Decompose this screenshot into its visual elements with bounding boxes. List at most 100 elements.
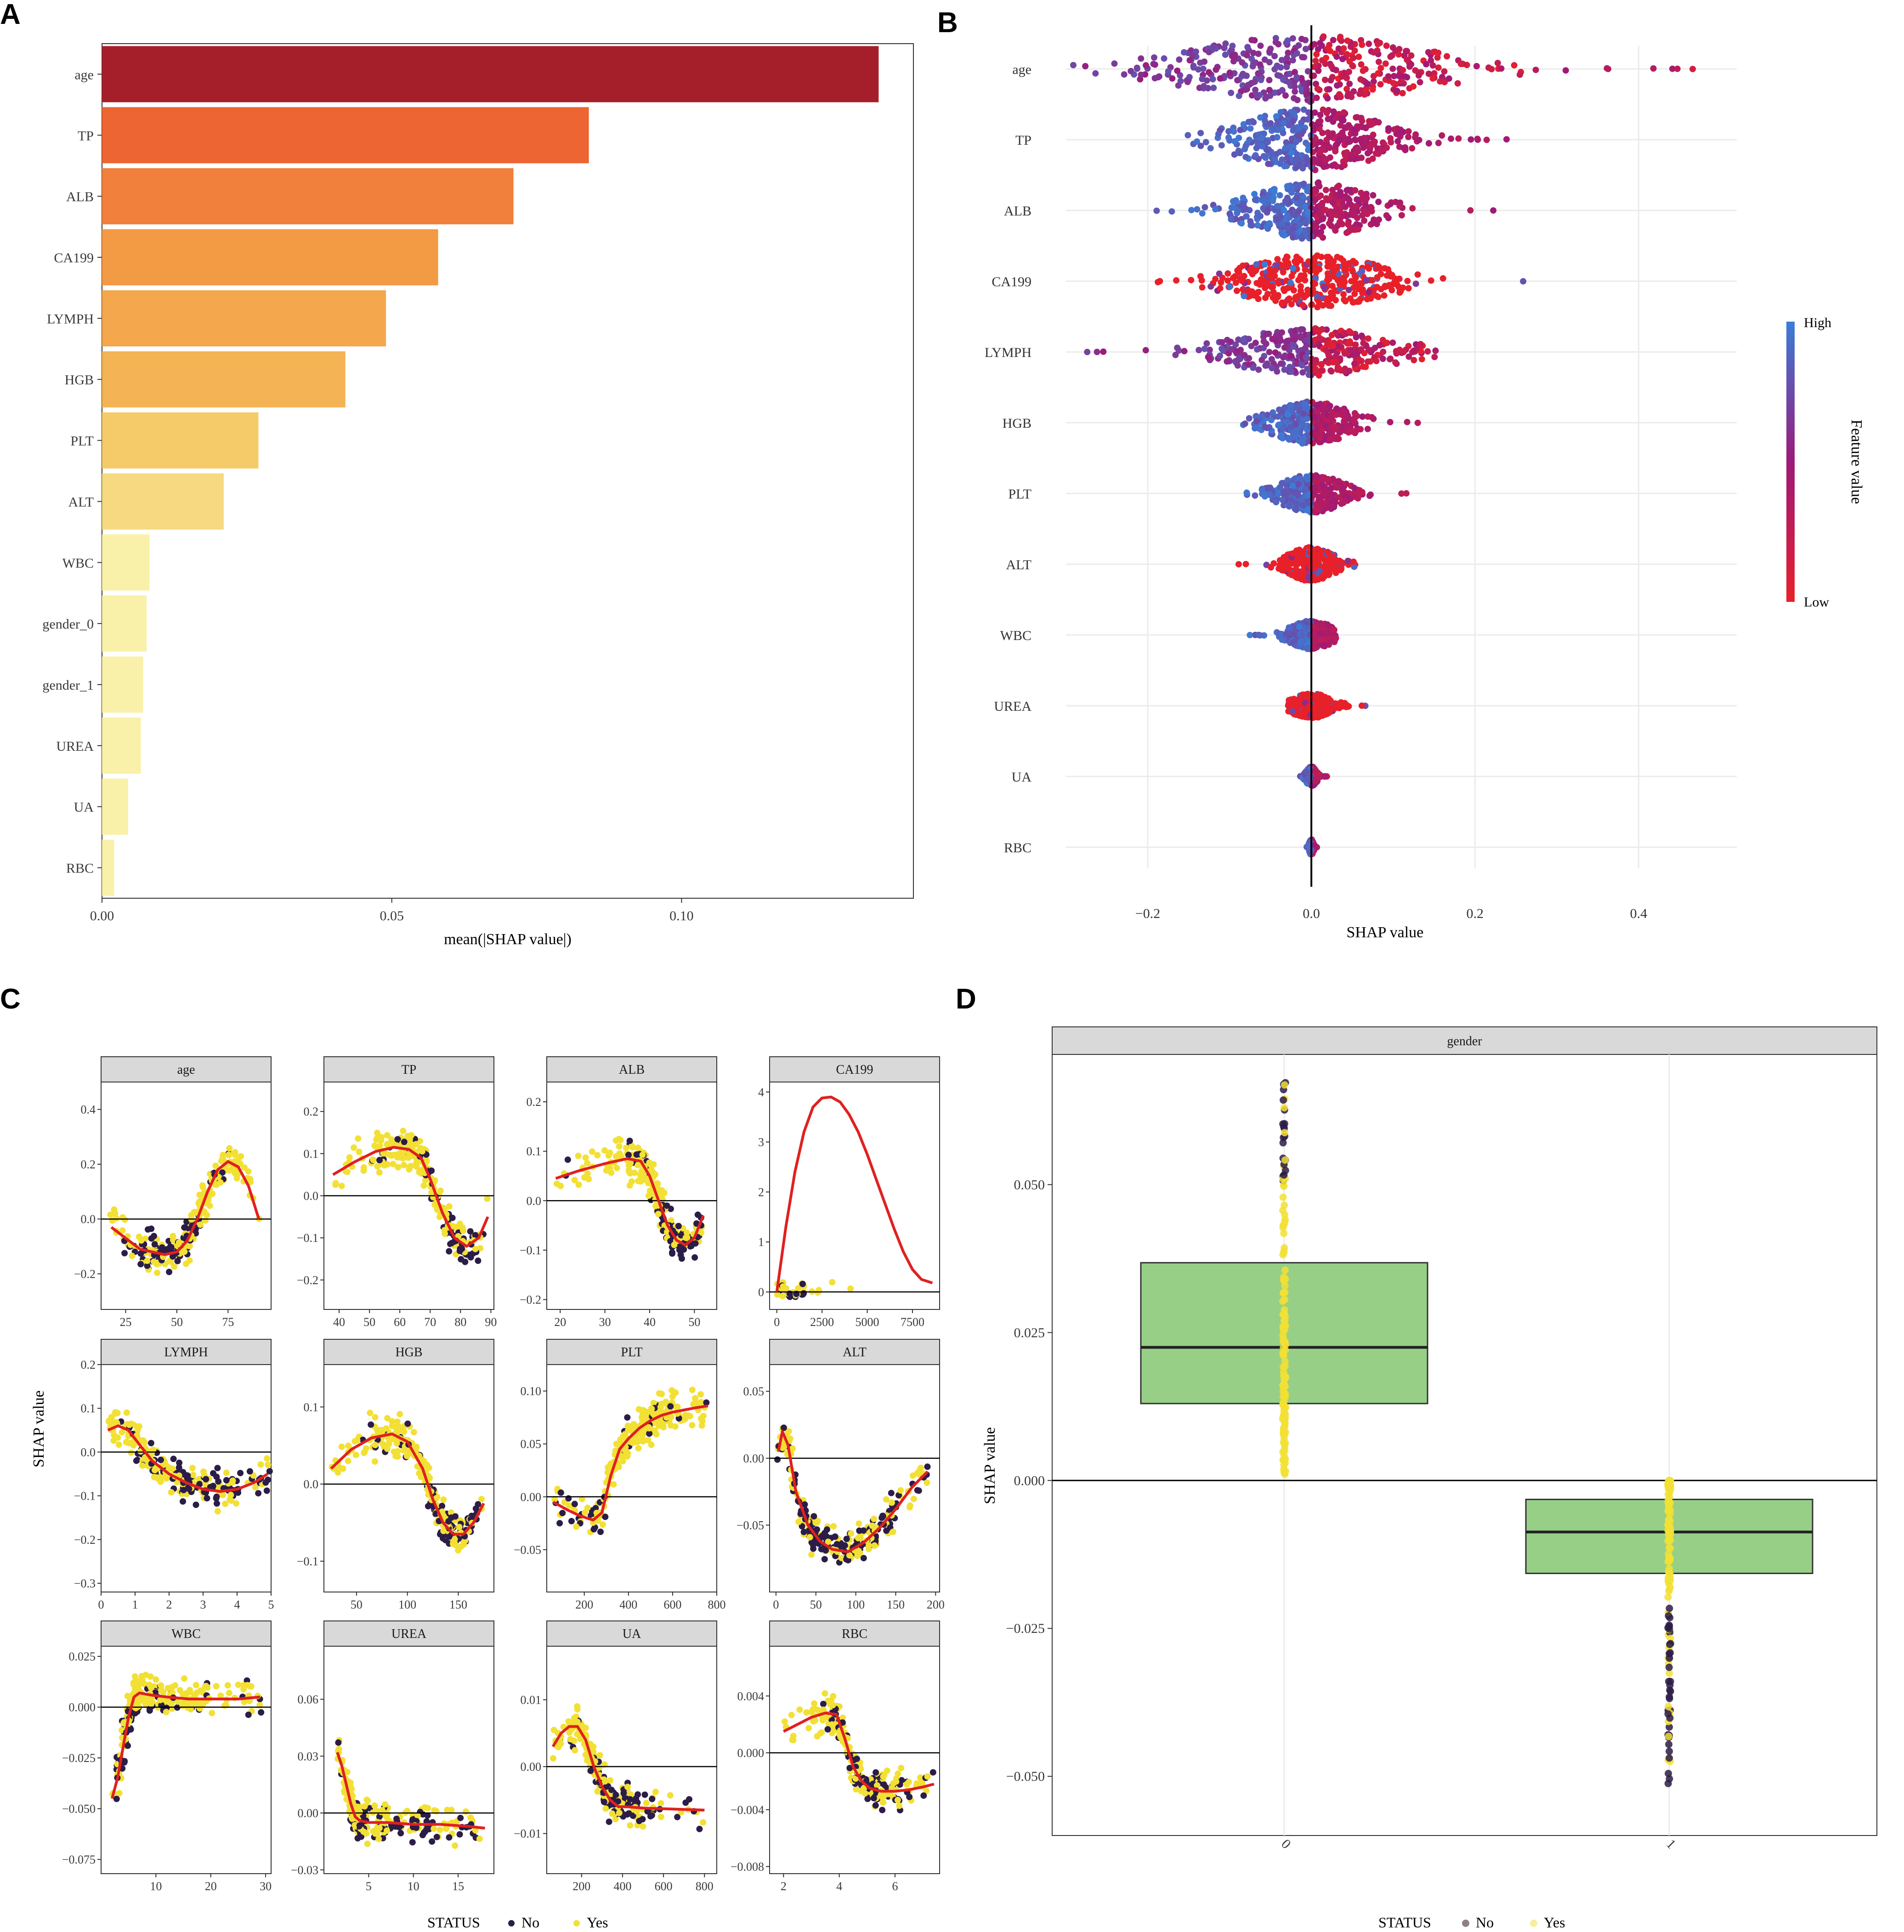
y-tick-label: ALT xyxy=(68,494,94,510)
swarm-point xyxy=(1287,424,1294,431)
swarm-point xyxy=(1290,287,1297,294)
swarm-point xyxy=(1313,357,1320,363)
facet-point xyxy=(401,1139,408,1145)
swarm-point xyxy=(1335,271,1342,278)
swarm-point xyxy=(1289,57,1296,64)
swarm-point xyxy=(1334,82,1341,89)
swarm-point xyxy=(1333,405,1340,412)
bar-age xyxy=(102,46,879,102)
swarm-point xyxy=(1354,114,1360,121)
swarm-point xyxy=(1373,357,1380,364)
swarm-point xyxy=(1315,704,1322,711)
swarm-point xyxy=(1402,147,1409,153)
swarm-point xyxy=(1338,130,1345,137)
swarm-point xyxy=(1297,124,1303,131)
swarm-point xyxy=(1340,257,1347,264)
swarm-point xyxy=(1237,126,1244,133)
swarm-point xyxy=(1428,57,1434,64)
swarm-point xyxy=(1297,572,1303,579)
swarm-point xyxy=(1298,35,1305,42)
swarm-point xyxy=(1332,297,1339,304)
swarm-point xyxy=(1404,278,1411,284)
swarm-point xyxy=(1244,52,1250,59)
swarm-point xyxy=(1238,220,1245,227)
swarm-point xyxy=(1371,345,1378,351)
swarm-point xyxy=(1322,187,1329,193)
swarm-point xyxy=(1251,191,1258,198)
swarm-point xyxy=(1311,713,1318,720)
swarm-point xyxy=(1292,506,1299,512)
swarm-point xyxy=(1374,262,1381,269)
swarm-point xyxy=(1414,419,1421,426)
swarm-point xyxy=(1206,49,1213,56)
swarm-point xyxy=(1260,153,1267,159)
swarm-point xyxy=(1370,415,1377,422)
bar-LYMPH xyxy=(102,290,386,346)
swarm-point xyxy=(1281,344,1288,351)
facet-point xyxy=(458,1256,465,1263)
swarm-point xyxy=(1280,564,1286,571)
bar-HGB xyxy=(102,351,346,408)
swarm-point xyxy=(1267,92,1274,99)
swarm-point xyxy=(1355,53,1362,60)
facet-point xyxy=(400,1161,407,1168)
swarm-point xyxy=(1425,70,1432,77)
swarm-point xyxy=(1252,196,1258,203)
swarm-point xyxy=(1424,348,1431,355)
swarm-point xyxy=(1243,489,1250,496)
panel-a-importance-bars: 0.00 0.05 0.10ageTPALBCA199LYMPHHGBPLTALTW… xyxy=(42,43,914,948)
facet-title: ALB xyxy=(619,1063,645,1077)
swarm-point xyxy=(1304,365,1311,372)
swarm-point xyxy=(1280,425,1286,432)
facet-point xyxy=(376,1156,383,1163)
swarm-point xyxy=(1322,422,1329,429)
swarm-point xyxy=(1292,296,1299,303)
swarm-point xyxy=(1340,291,1347,298)
swarm-point xyxy=(1295,208,1302,215)
facet-point xyxy=(658,1187,665,1194)
facet-point xyxy=(655,1211,662,1218)
swarm-point xyxy=(1243,213,1250,220)
swarm-point xyxy=(1248,37,1255,44)
y-tick-label: −0.1 xyxy=(297,1231,318,1245)
swarm-point xyxy=(1236,150,1243,157)
swarm-point xyxy=(1286,295,1292,302)
swarm-point xyxy=(1266,272,1273,279)
swarm-point xyxy=(1316,210,1323,217)
y-tick-label: CA199 xyxy=(992,274,1031,289)
swarm-point xyxy=(1197,130,1204,136)
swarm-point xyxy=(1247,632,1253,639)
bar-TP xyxy=(102,107,589,164)
swarm-point xyxy=(1520,278,1527,285)
swarm-point xyxy=(1317,630,1324,637)
swarm-point xyxy=(1264,139,1271,145)
bar-UREA xyxy=(102,717,141,774)
facet-point xyxy=(360,1167,367,1174)
swarm-point xyxy=(1320,223,1326,230)
x-tick-label: 0.00 xyxy=(90,908,114,924)
facet-point xyxy=(584,1170,591,1177)
swarm-point xyxy=(1562,67,1569,74)
swarm-point xyxy=(1321,572,1328,579)
colorbar-title: Feature value xyxy=(1848,419,1865,504)
swarm-point xyxy=(1255,631,1262,638)
swarm-point xyxy=(1312,777,1319,784)
swarm-point xyxy=(1277,64,1284,71)
swarm-point xyxy=(1257,61,1264,68)
swarm-point xyxy=(1330,37,1337,44)
swarm-point xyxy=(1405,353,1412,360)
swarm-point xyxy=(1313,95,1320,101)
swarm-point xyxy=(1255,366,1262,373)
x-axis-title: SHAP value xyxy=(1346,924,1423,941)
swarm-point xyxy=(1302,203,1309,210)
swarm-point xyxy=(1230,275,1236,281)
facet-point xyxy=(129,1252,136,1259)
swarm-point xyxy=(1290,265,1297,272)
swarm-point xyxy=(1332,207,1339,214)
swarm-point xyxy=(1378,147,1385,153)
swarm-point xyxy=(1348,347,1354,353)
swarm-point xyxy=(1342,124,1348,131)
swarm-point xyxy=(1335,198,1341,205)
swarm-point xyxy=(1291,489,1298,496)
swarm-point xyxy=(1343,703,1349,710)
